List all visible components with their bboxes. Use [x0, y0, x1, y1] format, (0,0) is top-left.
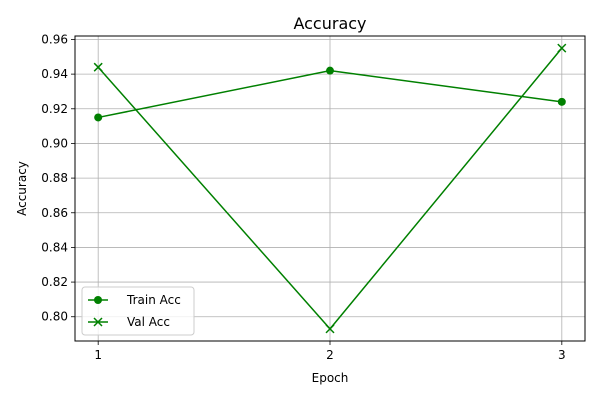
y-tick-label: 0.96	[41, 32, 68, 46]
y-axis-label: Accuracy	[15, 161, 29, 216]
legend-label-train-acc: Train Acc	[126, 293, 181, 307]
y-tick-label: 0.80	[41, 310, 68, 324]
data-point-val-acc	[325, 324, 335, 334]
legend-marker-val-acc	[93, 317, 103, 327]
legend: Train Acc Val Acc	[81, 286, 195, 336]
grid	[75, 36, 585, 341]
data-point-train-acc	[557, 97, 566, 106]
y-tick-label: 0.88	[41, 171, 68, 185]
x-tick-label: 2	[326, 348, 334, 362]
y-tick-label: 0.82	[41, 275, 68, 289]
axis-ticks: 1 2 3 0.80 0.82 0.84 0.86 0.88 0.90 0.92 0.94 0.96	[41, 32, 565, 362]
legend-box	[81, 286, 195, 336]
x-tick-label: 3	[558, 348, 566, 362]
x-axis-label: Epoch	[312, 371, 349, 385]
data-point-val-acc	[93, 62, 103, 72]
y-tick-label: 0.94	[41, 67, 68, 81]
chart-title: Accuracy	[293, 14, 366, 33]
series-group	[93, 43, 567, 334]
data-point-train-acc	[326, 66, 334, 75]
legend-marker-train-acc	[94, 296, 102, 304]
legend-label-val-acc: Val Acc	[127, 315, 170, 329]
data-point-val-acc	[557, 43, 567, 53]
y-tick-label: 0.86	[41, 206, 68, 220]
x-tick-label: 1	[94, 348, 102, 362]
y-tick-label: 0.84	[41, 240, 68, 254]
data-point-train-acc	[94, 113, 103, 122]
y-tick-label: 0.92	[41, 102, 68, 116]
y-tick-label: 0.90	[41, 136, 68, 150]
